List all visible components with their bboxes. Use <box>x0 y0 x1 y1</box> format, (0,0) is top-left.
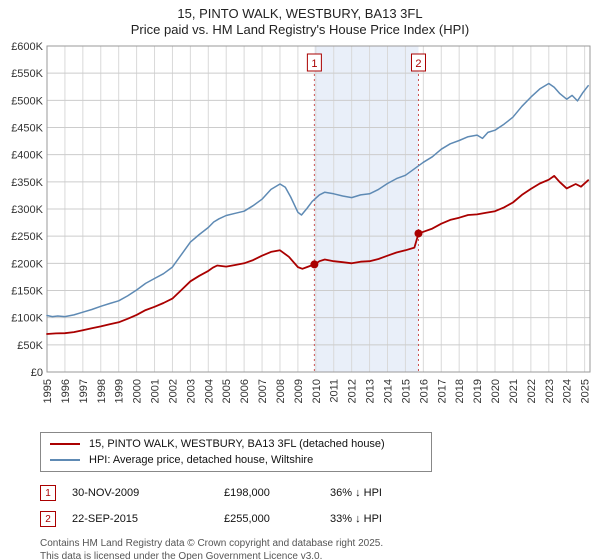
sale-1-number-badge: 1 <box>40 485 56 501</box>
svg-text:2009: 2009 <box>293 379 305 403</box>
svg-text:£50K: £50K <box>17 340 43 352</box>
copyright-line-2: This data is licensed under the Open Gov… <box>40 551 323 560</box>
copyright-line-1: Contains HM Land Registry data © Crown c… <box>40 538 384 549</box>
svg-text:1999: 1999 <box>114 379 126 403</box>
svg-text:2012: 2012 <box>347 379 359 403</box>
svg-text:£350K: £350K <box>11 177 43 189</box>
svg-text:2019: 2019 <box>472 379 484 403</box>
svg-text:£150K: £150K <box>11 286 43 298</box>
svg-text:2010: 2010 <box>311 379 323 403</box>
svg-text:1996: 1996 <box>60 379 72 403</box>
svg-text:1995: 1995 <box>42 379 54 403</box>
svg-text:2: 2 <box>415 58 421 70</box>
chart-legend: 15, PINTO WALK, WESTBURY, BA13 3FL (deta… <box>40 432 432 472</box>
legend-label-property: 15, PINTO WALK, WESTBURY, BA13 3FL (deta… <box>89 438 385 450</box>
svg-text:£400K: £400K <box>11 150 43 162</box>
sale-annotation-row-1: 1 30-NOV-2009 £198,000 36% ↓ HPI <box>40 485 600 501</box>
red-line-swatch <box>50 443 80 445</box>
sale-1-price: £198,000 <box>224 487 270 499</box>
svg-text:2001: 2001 <box>150 379 162 403</box>
svg-text:£450K: £450K <box>11 123 43 135</box>
svg-text:£0: £0 <box>31 367 43 379</box>
svg-text:£250K: £250K <box>11 231 43 243</box>
legend-label-hpi: HPI: Average price, detached house, Wilt… <box>89 454 314 466</box>
svg-text:2011: 2011 <box>329 379 341 403</box>
svg-text:2008: 2008 <box>275 379 287 403</box>
svg-text:2013: 2013 <box>365 379 377 403</box>
svg-text:2020: 2020 <box>490 379 502 403</box>
svg-text:2014: 2014 <box>382 379 394 403</box>
chart-header: 15, PINTO WALK, WESTBURY, BA13 3FL Price… <box>0 0 600 38</box>
sale-annotations: 1 30-NOV-2009 £198,000 36% ↓ HPI 2 22-SE… <box>40 485 600 527</box>
svg-text:1997: 1997 <box>78 379 90 403</box>
svg-text:2007: 2007 <box>257 379 269 403</box>
svg-text:2023: 2023 <box>544 379 556 403</box>
svg-text:1: 1 <box>311 58 317 70</box>
page-subtitle: Price paid vs. HM Land Registry's House … <box>130 22 470 37</box>
price-chart: £0 £50K £100K £150K £200K £250K £300K £350K £400… <box>11 41 592 403</box>
legend-entry-hpi: HPI: Average price, detached house, Wilt… <box>50 454 422 466</box>
svg-text:2004: 2004 <box>203 379 215 403</box>
page-title: 15, PINTO WALK, WESTBURY, BA13 3FL <box>177 6 423 21</box>
legend-entry-property: 15, PINTO WALK, WESTBURY, BA13 3FL (deta… <box>50 438 422 450</box>
sale-2-hpi-delta: 33% ↓ HPI <box>330 513 382 525</box>
svg-text:£600K: £600K <box>11 41 43 53</box>
svg-text:1998: 1998 <box>96 379 108 403</box>
svg-text:2016: 2016 <box>418 379 430 403</box>
svg-text:2003: 2003 <box>185 379 197 403</box>
sale-2-number-badge: 2 <box>40 511 56 527</box>
copyright-footer: Contains HM Land Registry data © Crown c… <box>40 537 600 560</box>
svg-text:2018: 2018 <box>454 379 466 403</box>
sale-2-price: £255,000 <box>224 513 270 525</box>
svg-text:£550K: £550K <box>11 68 43 80</box>
svg-text:2000: 2000 <box>132 379 144 403</box>
svg-text:2006: 2006 <box>239 379 251 403</box>
svg-text:2025: 2025 <box>580 379 592 403</box>
sale-2-date: 22-SEP-2015 <box>72 513 139 525</box>
blue-line-swatch <box>50 459 80 461</box>
svg-text:2017: 2017 <box>436 379 448 403</box>
svg-text:2015: 2015 <box>400 379 412 403</box>
svg-text:£100K: £100K <box>11 313 43 325</box>
svg-text:2002: 2002 <box>167 379 179 403</box>
sale-1-date: 30-NOV-2009 <box>72 487 140 499</box>
svg-text:£300K: £300K <box>11 204 43 216</box>
svg-text:£200K: £200K <box>11 258 43 270</box>
svg-text:2005: 2005 <box>221 379 233 403</box>
sale-annotation-row-2: 2 22-SEP-2015 £255,000 33% ↓ HPI <box>40 511 600 527</box>
svg-text:2022: 2022 <box>526 379 538 403</box>
svg-text:£500K: £500K <box>11 95 43 107</box>
svg-text:2021: 2021 <box>508 379 520 403</box>
sale-1-hpi-delta: 36% ↓ HPI <box>330 487 382 499</box>
svg-text:2024: 2024 <box>562 379 574 403</box>
